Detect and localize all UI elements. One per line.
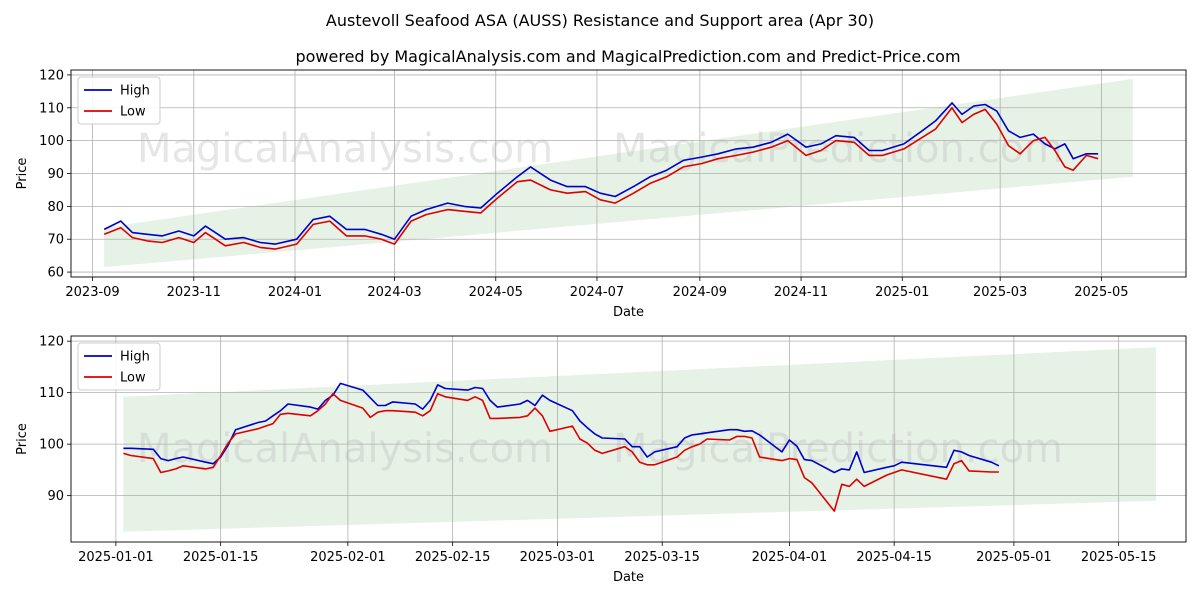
series-line-low: [123, 392, 999, 512]
y-tick-label: 110: [39, 101, 64, 116]
legend-box: [77, 342, 161, 391]
x-tick-label: 2025-02-01: [310, 550, 386, 565]
watermark-text: MagicalPrediction.com: [613, 426, 1063, 472]
x-tick-label: 2023-09: [65, 285, 119, 300]
y-tick-label: 100: [39, 438, 64, 453]
y-tick-label: 80: [47, 200, 64, 215]
legend-box: [77, 76, 161, 125]
legend-label: High: [120, 350, 150, 365]
x-tick-label: 2025-03-01: [520, 550, 596, 565]
legend-label: Low: [120, 105, 146, 120]
y-axis-label: Price: [15, 423, 30, 455]
x-tick-label: 2024-07: [570, 285, 624, 300]
y-tick-label: 60: [47, 266, 64, 281]
y-tick-label: 90: [47, 167, 64, 182]
y-tick-label: 120: [39, 335, 64, 350]
x-axis-label: Date: [613, 305, 644, 320]
chart-title: Austevoll Seafood ASA (AUSS) Resistance …: [326, 11, 874, 30]
x-tick-label: 2024-05: [469, 285, 523, 300]
plot-frame: [70, 335, 1187, 543]
x-axis-label: Date: [613, 570, 644, 585]
support-resistance-band: [123, 347, 1157, 532]
y-tick-label: 70: [47, 233, 64, 248]
x-tick-label: 2025-05-01: [976, 550, 1052, 565]
series-line-low: [103, 107, 1099, 250]
y-tick-label: 110: [39, 386, 64, 401]
watermark-text: MagicalPrediction.com: [613, 126, 1063, 172]
y-tick-label: 90: [47, 489, 64, 504]
x-tick-label: 2025-05: [1074, 285, 1128, 300]
x-tick-label: 2025-02-15: [415, 550, 491, 565]
legend-label: Low: [120, 371, 146, 386]
x-tick-label: 2025-01-15: [183, 550, 259, 565]
series-line-high: [103, 102, 1099, 245]
bottom-chart-panel: MagicalAnalysis.com MagicalPrediction.com…: [15, 335, 1187, 585]
plot-frame: [70, 69, 1187, 278]
x-tick-label: 2025-03: [973, 285, 1027, 300]
x-tick-label: 2024-11: [774, 285, 828, 300]
x-tick-label: 2024-01: [268, 285, 322, 300]
chart-subtitle: powered by MagicalAnalysis.com and Magic…: [295, 47, 960, 66]
support-resistance-band: [104, 78, 1133, 268]
legend-label: High: [120, 84, 150, 99]
x-tick-label: 2023-11: [167, 285, 221, 300]
x-tick-label: 2025-03-15: [624, 550, 700, 565]
x-tick-label: 2024-09: [673, 285, 727, 300]
x-tick-label: 2024-03: [367, 285, 421, 300]
x-tick-label: 2025-05-15: [1081, 550, 1157, 565]
x-tick-label: 2025-01-01: [78, 550, 154, 565]
x-tick-label: 2025-01: [875, 285, 929, 300]
series-line-high: [123, 382, 1000, 474]
x-tick-label: 2025-04-15: [856, 550, 932, 565]
top-chart-panel: MagicalAnalysis.com MagicalPrediction.com…: [15, 68, 1187, 320]
watermark-text: MagicalAnalysis.com: [137, 126, 553, 172]
y-tick-label: 120: [39, 68, 64, 83]
y-axis-label: Price: [15, 158, 30, 190]
watermark-text: MagicalAnalysis.com: [137, 426, 553, 472]
x-tick-label: 2025-04-01: [752, 550, 828, 565]
y-tick-label: 100: [39, 134, 64, 149]
